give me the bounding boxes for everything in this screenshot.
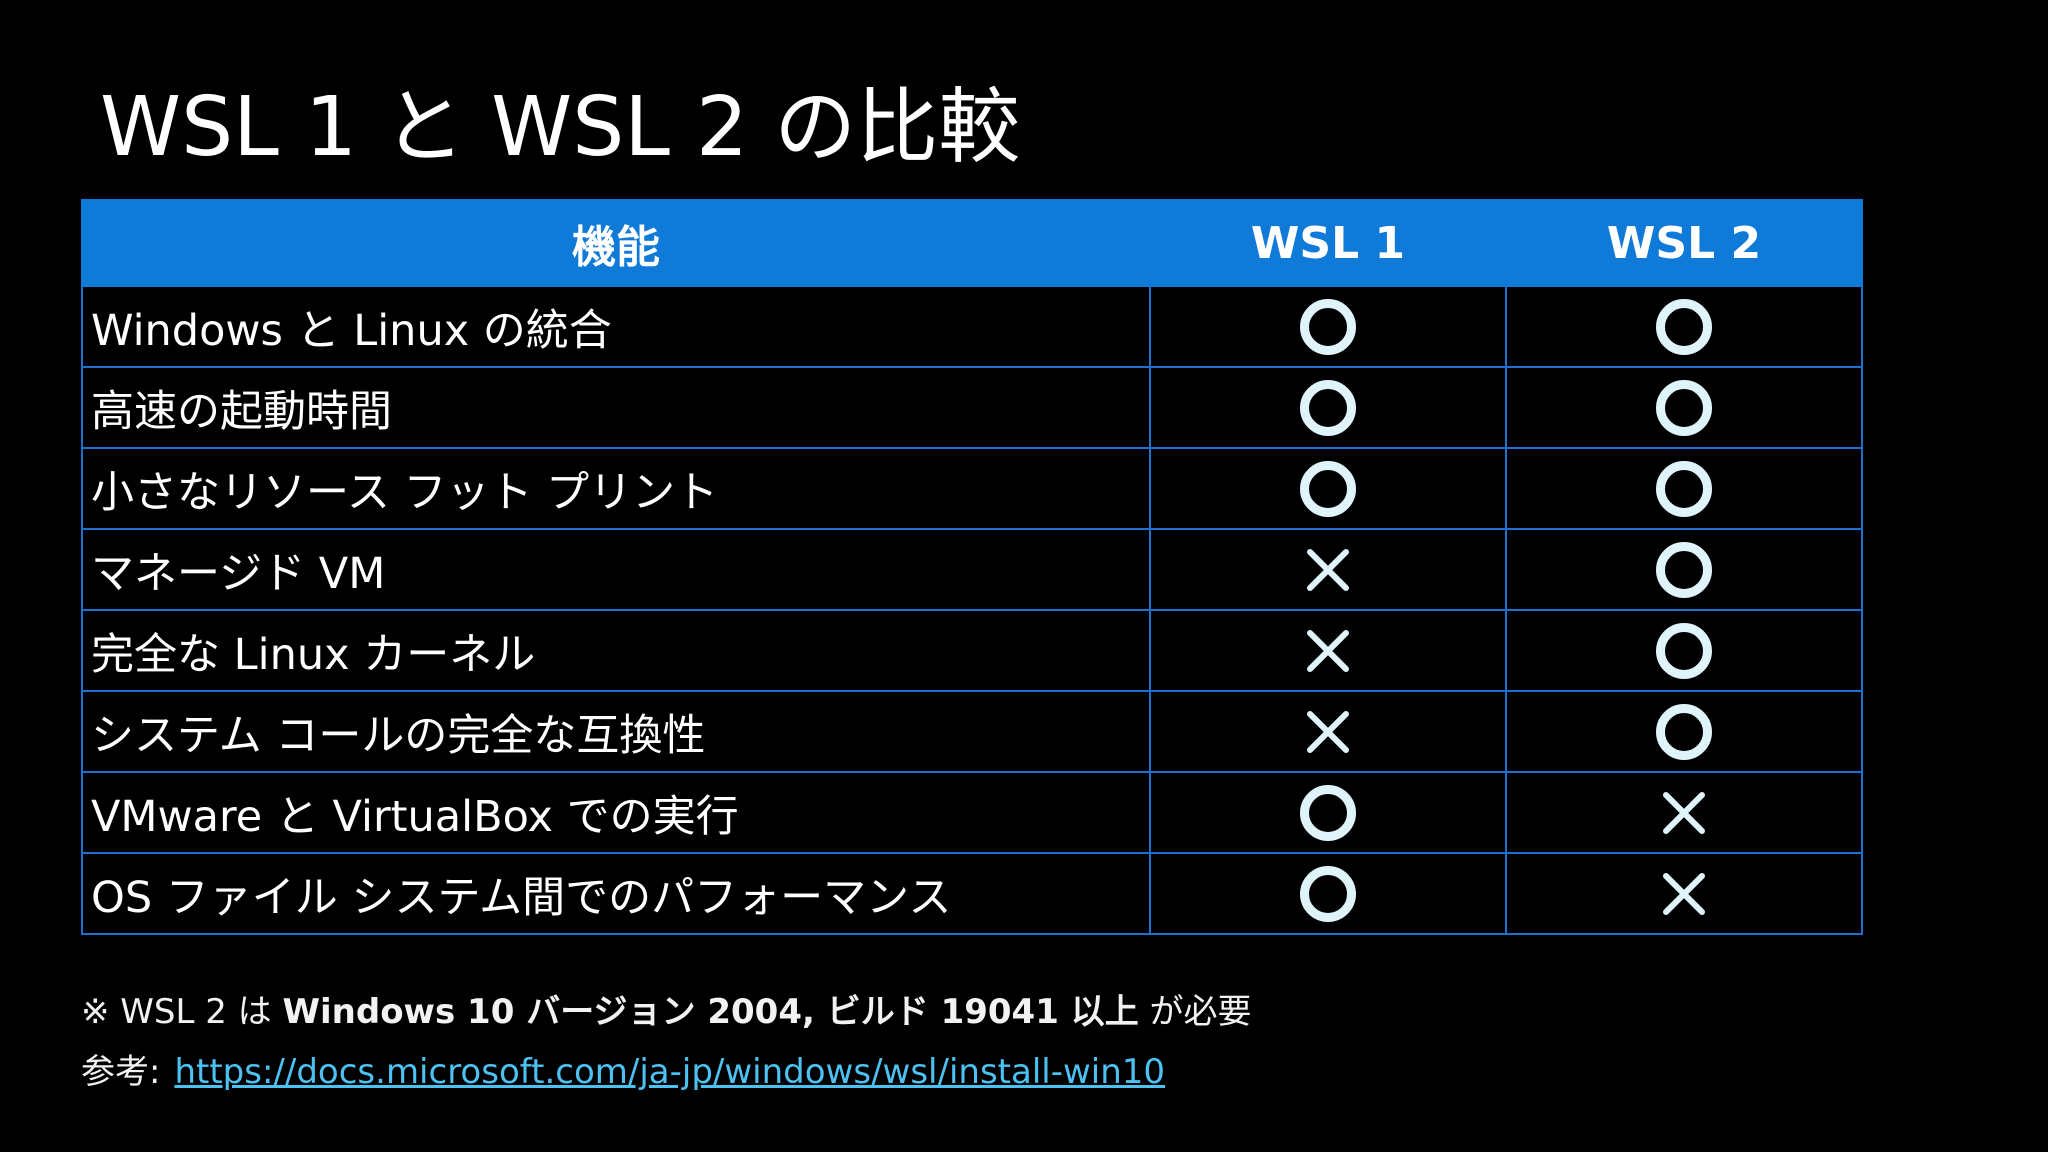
- wsl2-cell: [1505, 366, 1863, 449]
- circle-mark-icon: [1300, 298, 1356, 355]
- circle-mark-icon: [1656, 703, 1712, 760]
- circle-mark-icon: [1656, 298, 1712, 355]
- table-row: OS ファイル システム間でのパフォーマンス: [81, 852, 1863, 935]
- cross-mark-icon: [1307, 548, 1349, 591]
- header-wsl2: WSL 2: [1505, 199, 1863, 287]
- circle-mark-icon: [1656, 379, 1712, 436]
- slide-title: WSL 1 と WSL 2 の比較: [100, 80, 1021, 175]
- note-prefix: ※ WSL 2 は: [81, 992, 272, 1032]
- wsl2-cell: [1505, 609, 1863, 692]
- circle-mark-icon: [1300, 379, 1356, 436]
- feature-cell: 高速の起動時間: [81, 366, 1151, 449]
- reference-label: 参考:: [81, 1052, 161, 1092]
- wsl2-cell: [1505, 528, 1863, 611]
- feature-cell: システム コールの完全な互換性: [81, 690, 1151, 773]
- feature-cell: 小さなリソース フット プリント: [81, 447, 1151, 530]
- wsl1-cell: [1149, 447, 1507, 530]
- circle-mark-icon: [1300, 784, 1356, 841]
- cross-mark-icon: [1663, 872, 1705, 915]
- circle-mark-icon: [1656, 622, 1712, 679]
- table-row: 小さなリソース フット プリント: [81, 447, 1863, 530]
- circle-mark-icon: [1300, 865, 1356, 922]
- wsl2-cell: [1505, 690, 1863, 773]
- feature-cell: OS ファイル システム間でのパフォーマンス: [81, 852, 1151, 935]
- note-suffix: が必要: [1149, 992, 1252, 1032]
- reference-line: 参考: https://docs.microsoft.com/ja-jp/wind…: [81, 1050, 1165, 1094]
- wsl1-cell: [1149, 852, 1507, 935]
- table-row: VMware と VirtualBox での実行: [81, 771, 1863, 854]
- table-header-row: 機能 WSL 1 WSL 2: [81, 199, 1863, 287]
- comparison-table: 機能 WSL 1 WSL 2 Windows と Linux の統合 高速の起動時…: [81, 199, 1863, 935]
- feature-cell: Windows と Linux の統合: [81, 285, 1151, 368]
- table-row: 完全な Linux カーネル: [81, 609, 1863, 692]
- wsl2-cell: [1505, 285, 1863, 368]
- circle-mark-icon: [1656, 541, 1712, 598]
- table-row: 高速の起動時間: [81, 366, 1863, 449]
- header-wsl1: WSL 1: [1149, 199, 1507, 287]
- circle-mark-icon: [1300, 460, 1356, 517]
- wsl1-cell: [1149, 528, 1507, 611]
- table-row: システム コールの完全な互換性: [81, 690, 1863, 773]
- header-feature: 機能: [81, 199, 1151, 287]
- table-row: Windows と Linux の統合: [81, 285, 1863, 368]
- wsl1-cell: [1149, 690, 1507, 773]
- table-row: マネージド VM: [81, 528, 1863, 611]
- note-bold: Windows 10 バージョン 2004, ビルド 19041 以上: [282, 992, 1139, 1032]
- wsl1-cell: [1149, 285, 1507, 368]
- wsl2-cell: [1505, 852, 1863, 935]
- cross-mark-icon: [1307, 710, 1349, 753]
- wsl1-cell: [1149, 771, 1507, 854]
- wsl2-cell: [1505, 771, 1863, 854]
- wsl1-cell: [1149, 609, 1507, 692]
- reference-link[interactable]: https://docs.microsoft.com/ja-jp/windows…: [174, 1052, 1166, 1092]
- requirement-note: ※ WSL 2 は Windows 10 バージョン 2004, ビルド 190…: [81, 990, 1252, 1034]
- wsl1-cell: [1149, 366, 1507, 449]
- feature-cell: VMware と VirtualBox での実行: [81, 771, 1151, 854]
- wsl2-cell: [1505, 447, 1863, 530]
- cross-mark-icon: [1663, 791, 1705, 834]
- cross-mark-icon: [1307, 629, 1349, 672]
- circle-mark-icon: [1656, 460, 1712, 517]
- feature-cell: マネージド VM: [81, 528, 1151, 611]
- feature-cell: 完全な Linux カーネル: [81, 609, 1151, 692]
